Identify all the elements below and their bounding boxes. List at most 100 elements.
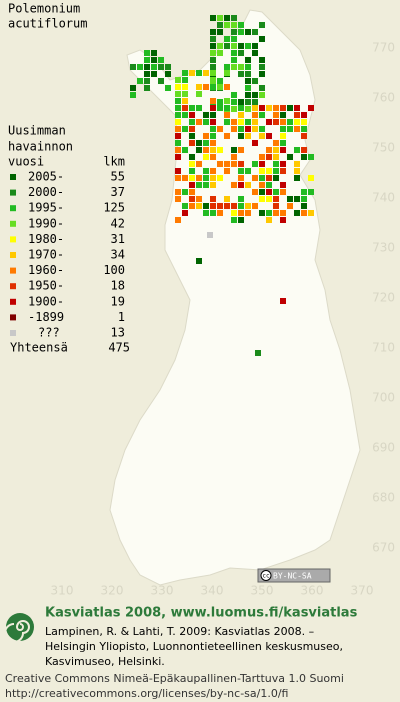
occurrence-square <box>294 112 300 118</box>
occurrence-square <box>259 36 265 42</box>
legend-label: 2000- <box>28 185 64 199</box>
legend-label: -1899 <box>28 310 64 324</box>
occurrence-square <box>151 50 157 56</box>
occurrence-square <box>301 189 307 195</box>
occurrence-square <box>266 147 272 153</box>
grid-y-label: 730 <box>372 241 395 255</box>
legend-swatch <box>10 252 16 258</box>
occurrence-square <box>294 168 300 174</box>
occurrence-square <box>280 126 286 132</box>
grid-x-label: 340 <box>201 584 224 598</box>
occurrence-square <box>259 210 265 216</box>
occurrence-square <box>210 84 216 90</box>
grid-x-label: 370 <box>351 584 374 598</box>
occurrence-square <box>238 147 244 153</box>
occurrence-square <box>273 203 279 209</box>
occurrence-square <box>189 112 195 118</box>
title: acutiflorum <box>8 17 87 31</box>
legend-count: 19 <box>111 294 125 308</box>
occurrence-square <box>182 91 188 97</box>
occurrence-square <box>308 105 314 111</box>
occurrence-square <box>266 133 272 139</box>
occurrence-square <box>280 119 286 125</box>
occurrence-square <box>259 105 265 111</box>
legend-label: 2005- <box>28 170 64 184</box>
badge-cc: cc <box>262 573 270 580</box>
occurrence-square <box>182 105 188 111</box>
occurrence-square <box>266 154 272 160</box>
occurrence-square <box>196 91 202 97</box>
occurrence-square <box>259 22 265 28</box>
occurrence-square <box>224 15 230 21</box>
occurrence-square <box>238 168 244 174</box>
occurrence-square <box>231 106 237 112</box>
occurrence-square <box>231 43 237 49</box>
occurrence-square <box>238 161 244 167</box>
occurrence-square <box>224 43 230 49</box>
occurrence-square <box>252 112 258 118</box>
occurrence-square <box>196 105 202 111</box>
occurrence-square <box>189 175 195 181</box>
occurrence-square <box>245 29 251 35</box>
occurrence-square <box>210 147 216 153</box>
occurrence-square <box>252 29 258 35</box>
occurrence-square <box>203 119 209 125</box>
grid-x-label: 350 <box>251 584 274 598</box>
occurrence-square <box>196 147 202 153</box>
occurrence-square <box>231 99 237 105</box>
occurrence-square <box>231 217 237 223</box>
occurrence-square <box>245 168 251 174</box>
occurrence-square <box>252 175 258 181</box>
occurrence-square <box>196 140 202 146</box>
occurrence-square <box>182 77 188 83</box>
occurrence-square <box>217 203 223 209</box>
occurrence-square <box>252 92 258 98</box>
occurrence-square <box>280 182 286 188</box>
occurrence-square <box>238 126 244 132</box>
badge-icon <box>260 570 272 581</box>
occurrence-square <box>266 168 272 174</box>
grid-y-label: 680 <box>372 491 395 505</box>
occurrence-square <box>231 50 237 56</box>
occurrence-square <box>231 182 237 188</box>
occurrence-square <box>158 57 164 63</box>
occurrence-square <box>203 210 209 216</box>
occurrence-square <box>245 126 251 132</box>
legend-header: havainnon <box>8 140 73 154</box>
occurrence-square <box>266 105 272 111</box>
occurrence-square <box>217 22 223 28</box>
occurrence-square <box>224 64 230 70</box>
occurrence-square <box>287 119 293 125</box>
occurrence-square <box>259 133 265 139</box>
occurrence-square <box>252 140 258 146</box>
occurrence-square <box>130 64 136 70</box>
legend-label: 1980- <box>28 232 64 246</box>
grid-y-label: 770 <box>372 41 395 55</box>
occurrence-square <box>137 64 143 70</box>
citation: Kasvimuseo, Helsinki. <box>45 655 165 668</box>
occurrence-square <box>252 126 258 132</box>
occurrence-square <box>245 64 251 70</box>
occurrence-square <box>210 119 216 125</box>
occurrence-square <box>238 43 244 49</box>
occurrence-square <box>210 112 216 118</box>
occurrence-square <box>217 43 223 49</box>
grid-y-label: 720 <box>372 291 395 305</box>
citation: Helsingin Yliopisto, Luonnontieteellinen… <box>45 640 343 653</box>
occurrence-square <box>196 196 202 202</box>
occurrence-square <box>210 126 216 132</box>
occurrence-square <box>231 29 237 35</box>
occurrence-square <box>280 189 286 195</box>
occurrence-square <box>175 196 181 202</box>
legend-label: 1990- <box>28 216 64 230</box>
finland-outline <box>109 9 361 586</box>
occurrence-square <box>308 154 314 160</box>
occurrence-square <box>151 71 157 77</box>
occurrence-square <box>259 154 265 160</box>
occurrence-square <box>238 119 244 125</box>
occurrence-square <box>266 189 272 195</box>
occurrence-square <box>308 189 314 195</box>
occurrence-square <box>130 85 136 91</box>
occurrence-square <box>231 92 237 98</box>
occurrence-square <box>245 210 251 216</box>
